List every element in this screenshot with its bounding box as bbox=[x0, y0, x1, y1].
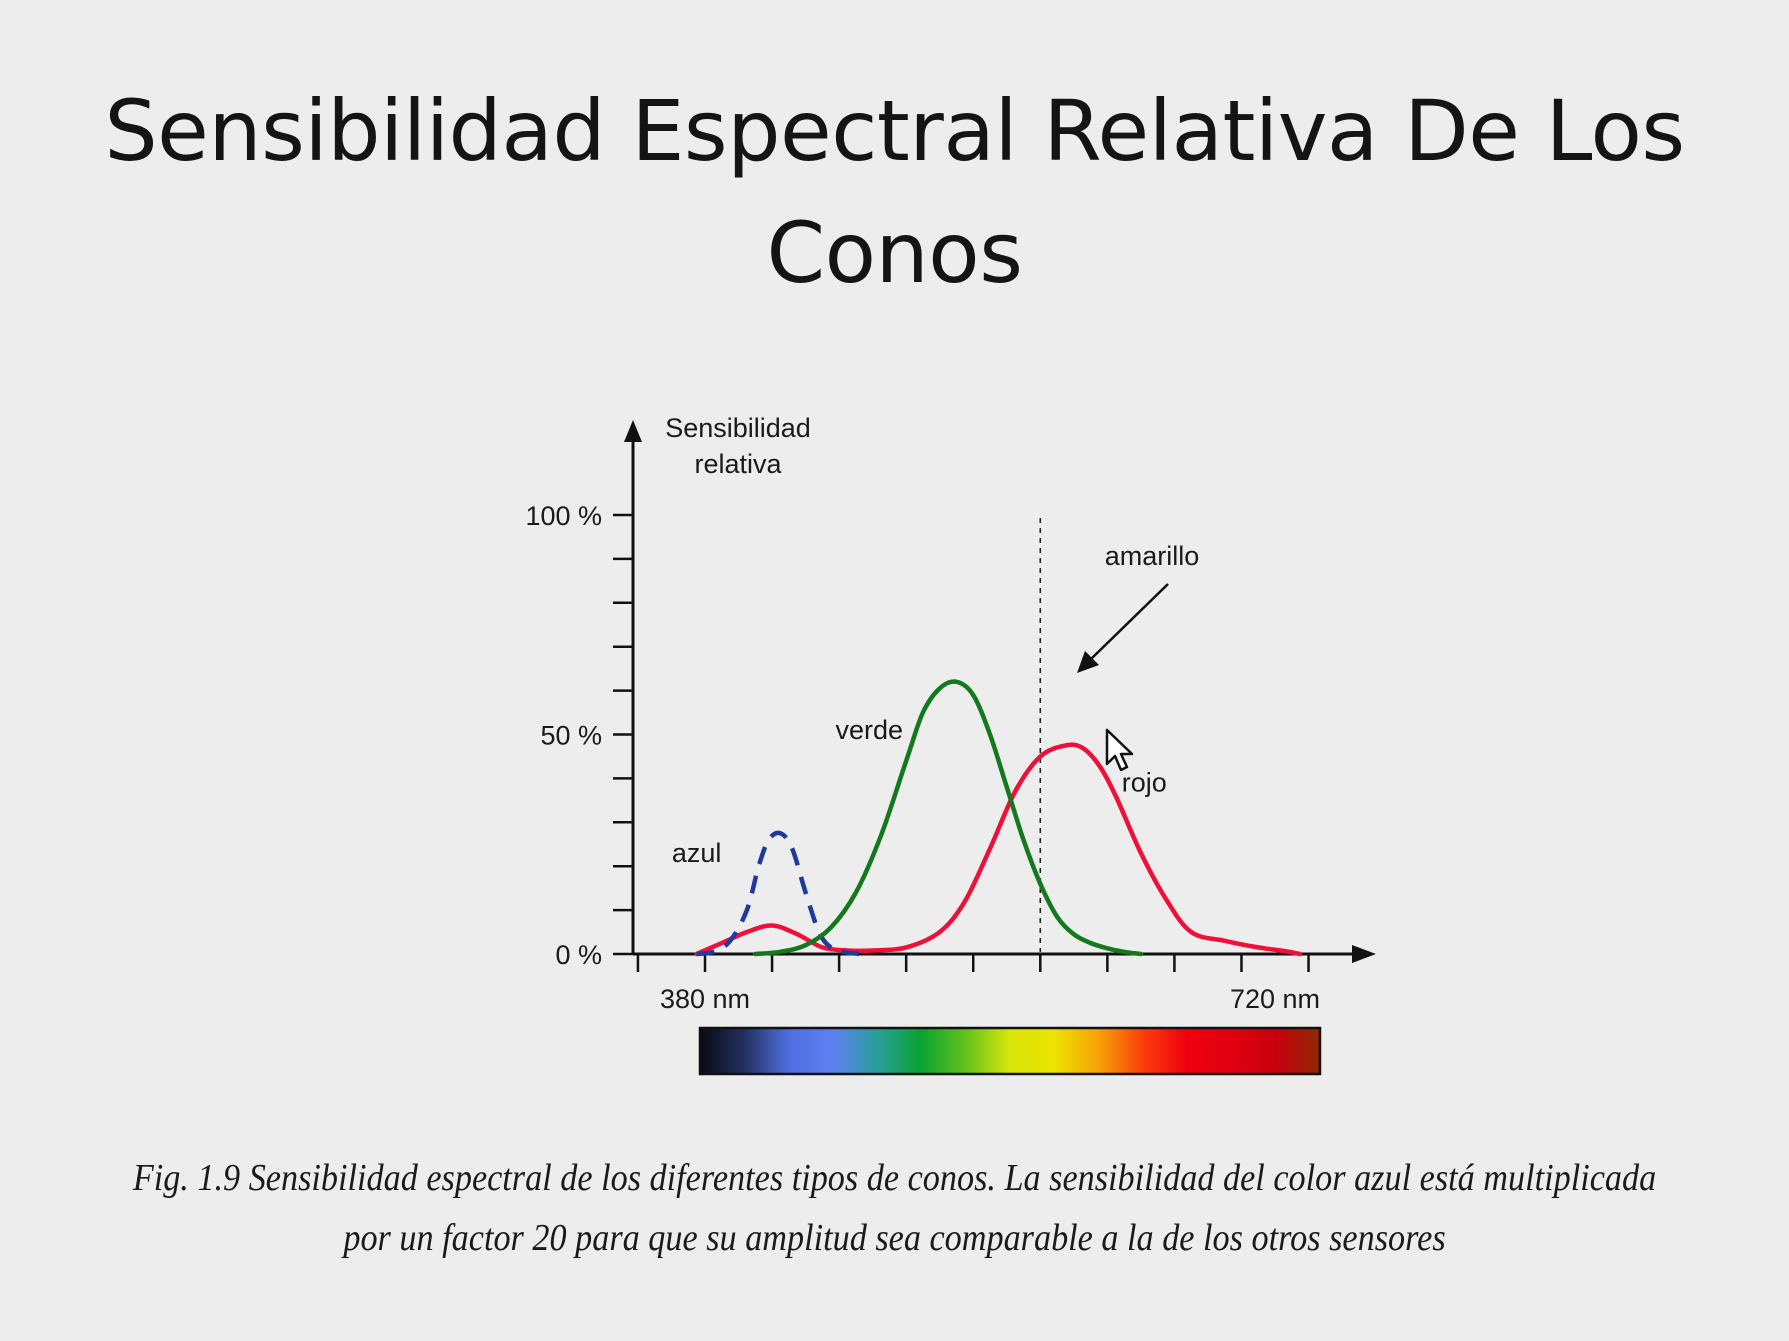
yellow-marker-label: amarillo bbox=[1105, 541, 1200, 571]
y-tick-label: 50 % bbox=[540, 721, 602, 751]
series bbox=[694, 679, 1303, 957]
y-axis-arrow-icon bbox=[624, 420, 642, 442]
yellow-marker-pointer-line bbox=[1089, 583, 1169, 661]
series-line-azul bbox=[696, 830, 860, 957]
series-line-verde bbox=[753, 679, 1144, 957]
y-tick-label: 0 % bbox=[555, 940, 602, 970]
slide-title-line-2: Conos bbox=[766, 204, 1023, 302]
x-tick-label: 720 nm bbox=[1230, 984, 1320, 1014]
mouse-pointer-icon bbox=[1105, 728, 1134, 772]
caption-line-2: por un factor 20 para que su amplitud se… bbox=[343, 1217, 1446, 1259]
series-line-rojo bbox=[694, 742, 1303, 957]
yellow-marker-arrow-icon bbox=[1077, 651, 1099, 673]
y-axis-label: Sensibilidad bbox=[665, 413, 811, 443]
y-tick-label: 100 % bbox=[525, 501, 602, 531]
caption-line-1: Fig. 1.9 Sensibilidad espectral de los d… bbox=[132, 1157, 1657, 1199]
series-label-verde: verde bbox=[836, 715, 904, 745]
slide-title-line-1: Sensibilidad Espectral Relativa De Los bbox=[104, 82, 1685, 180]
slide-title: Sensibilidad Espectral Relativa De Los C… bbox=[0, 70, 1789, 314]
x-axis-arrow-icon bbox=[1352, 945, 1376, 963]
series-label-azul: azul bbox=[672, 838, 722, 868]
x-tick-label: 380 nm bbox=[660, 984, 750, 1014]
figure-caption: Fig. 1.9 Sensibilidad espectral de los d… bbox=[89, 1148, 1699, 1268]
series-label-rojo: rojo bbox=[1122, 768, 1167, 798]
axes bbox=[613, 420, 1376, 1076]
visible-spectrum-bar bbox=[698, 1026, 1322, 1076]
labels: 0 % 50 % 100 % 380 nm 720 nm Sensibilidad rela… bbox=[525, 413, 1320, 1014]
y-axis-label: relativa bbox=[694, 449, 782, 479]
